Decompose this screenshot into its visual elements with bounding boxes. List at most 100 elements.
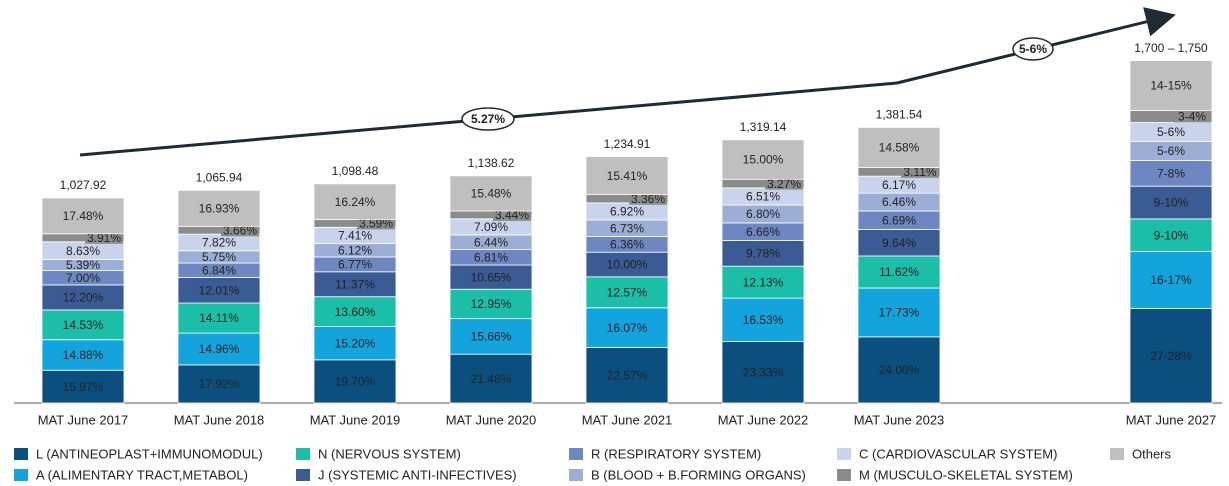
- segment-label: 6.92%: [610, 205, 644, 219]
- segment-label: 6.51%: [746, 190, 780, 204]
- legend-label: C (CARDIOVASCULAR SYSTEM): [859, 446, 1057, 461]
- segment-label: 10.00%: [607, 258, 648, 272]
- bar-segment: [585, 251, 669, 278]
- total-label: 1,234.91: [604, 137, 651, 151]
- segment-label: 11.37%: [335, 277, 375, 291]
- total-label: 1,027.92: [60, 178, 107, 192]
- segment-label: 3-4%: [1178, 110, 1206, 124]
- segment-label: 16.93%: [199, 202, 240, 216]
- segment-label: 23.33%: [743, 365, 784, 379]
- bar-segment: [721, 240, 805, 267]
- segment-label: 5-6%: [1157, 144, 1185, 158]
- segment-label: 9-10%: [1154, 228, 1189, 242]
- segment-label: 6.12%: [338, 243, 372, 257]
- segment-label: 14.58%: [879, 141, 920, 155]
- segment-label: 14-15%: [1150, 79, 1192, 93]
- bar-segment: [1129, 307, 1213, 404]
- annotation: 5.27%: [471, 112, 505, 126]
- segment-label: 5.75%: [202, 250, 236, 264]
- total-label: 1,381.54: [876, 108, 923, 122]
- x-tick-label: MAT June 2022: [718, 412, 809, 427]
- segment-label: 15.20%: [335, 336, 376, 350]
- segment-label: 6.73%: [610, 221, 644, 235]
- legend-label: J (SYSTEMIC ANTI-INFECTIVES): [318, 467, 517, 482]
- segment-label: 16.53%: [743, 313, 784, 327]
- bar-segment: [313, 326, 397, 361]
- segment-label: 15.00%: [743, 153, 784, 167]
- segment-label: 3.66%: [223, 223, 257, 237]
- segment-label: 6.77%: [338, 258, 372, 272]
- bar-segment: [177, 332, 261, 366]
- label-box: [765, 177, 803, 190]
- segment-label: 17.92%: [199, 377, 240, 391]
- bar-segment: [41, 284, 125, 311]
- segment-label: 19.70%: [335, 375, 376, 389]
- segment-label: 10.65%: [471, 270, 512, 284]
- bar-segment: [857, 336, 941, 404]
- segment-label: 12.13%: [743, 275, 784, 289]
- bar-segment: [721, 139, 805, 180]
- segment-label: 12.20%: [63, 291, 104, 305]
- segment-label: 16-17%: [1150, 273, 1192, 287]
- x-tick-label: MAT June 2017: [38, 412, 129, 427]
- annotation-bubble: [461, 107, 515, 131]
- segment-label: 3.27%: [767, 177, 801, 191]
- bar-segment: [585, 276, 669, 309]
- legend-swatch: [296, 469, 310, 481]
- legend-swatch: [569, 448, 583, 460]
- label-box: [493, 208, 531, 221]
- segment-label: 14.11%: [199, 311, 239, 325]
- bar-segment: [1129, 159, 1213, 187]
- label-box: [221, 224, 259, 237]
- segment-label: 9.78%: [746, 246, 780, 260]
- segment-label: 6.84%: [202, 263, 236, 277]
- segment-label: 16.07%: [607, 321, 648, 335]
- segment-label: 7.41%: [338, 229, 372, 243]
- legend-label: A (ALIMENTARY TRACT,METABOL): [36, 467, 248, 482]
- legend-swatch: [1110, 448, 1124, 460]
- segment-label: 12.57%: [607, 285, 648, 299]
- segment-label: 14.88%: [63, 348, 104, 362]
- label-box: [357, 217, 395, 230]
- segment-label: 13.60%: [335, 305, 376, 319]
- bar-segment: [41, 369, 125, 404]
- label-box: [629, 192, 667, 205]
- bar-segment: [857, 126, 941, 168]
- bar-segment: [313, 359, 397, 404]
- bar-segment: [313, 271, 397, 298]
- bar-segment: [1129, 185, 1213, 220]
- bar-segment: [449, 353, 533, 404]
- segment-label: 6.17%: [882, 178, 916, 192]
- legend-swatch: [837, 469, 851, 481]
- segment-label: 3.91%: [87, 231, 121, 245]
- segment-label: 6.80%: [746, 207, 780, 221]
- bar-segment: [857, 287, 941, 338]
- bar-segment: [449, 318, 533, 355]
- segment-label: 6.66%: [746, 225, 780, 239]
- bar-segment: [585, 156, 669, 196]
- segment-label: 17.73%: [879, 306, 920, 320]
- label-box: [901, 165, 939, 178]
- bar-segment: [41, 339, 125, 371]
- annotation: 5-6%: [1019, 42, 1047, 56]
- segment-label: 3.59%: [359, 217, 393, 231]
- bar-segment: [313, 183, 397, 220]
- legend-label: L (ANTINEOPLAST+IMMUNOMODUL): [36, 446, 263, 461]
- segment-label: 14.96%: [199, 342, 240, 356]
- segment-label: 7-8%: [1157, 166, 1185, 180]
- x-tick-label: MAT June 2027: [1126, 412, 1217, 427]
- segment-label: 5.39%: [66, 258, 100, 272]
- x-tick-label: MAT June 2021: [582, 412, 673, 427]
- segment-label: 27-28%: [1150, 349, 1192, 363]
- legend-swatch: [296, 448, 310, 460]
- segment-label: 8.63%: [66, 244, 100, 258]
- bar-segment: [449, 175, 533, 212]
- bar-segment: [721, 265, 805, 299]
- segment-label: 7.09%: [474, 220, 508, 234]
- legend-swatch: [837, 448, 851, 460]
- bar-segment: [177, 302, 261, 334]
- segment-label: 21.48%: [471, 372, 512, 386]
- bar-segment: [313, 296, 397, 327]
- legend-swatch: [569, 469, 583, 481]
